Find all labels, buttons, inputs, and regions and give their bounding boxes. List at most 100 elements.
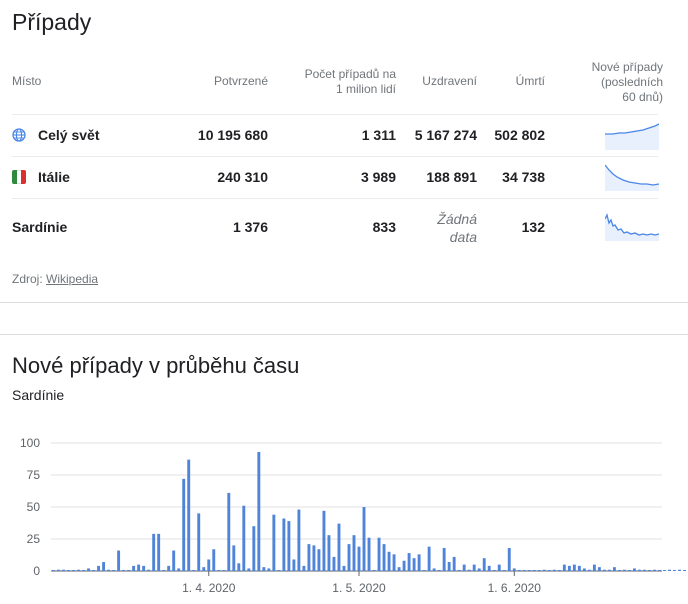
chart-bar[interactable] (57, 569, 60, 571)
chart-bar[interactable] (87, 568, 91, 571)
chart-bar[interactable] (137, 564, 141, 571)
chart-bar[interactable] (507, 547, 511, 571)
chart-bar[interactable] (512, 568, 516, 571)
chart-bar[interactable] (497, 564, 501, 571)
chart-bar[interactable] (132, 565, 136, 571)
chart-bar[interactable] (382, 544, 386, 571)
chart-bar[interactable] (247, 568, 251, 571)
chart-bar[interactable] (77, 569, 80, 571)
chart-bar[interactable] (472, 564, 476, 571)
chart-bar[interactable] (52, 570, 55, 571)
chart-bar[interactable] (617, 570, 621, 571)
chart-bar[interactable] (292, 559, 296, 571)
chart-bar[interactable] (648, 570, 651, 571)
chart-bar[interactable] (357, 546, 361, 571)
chart-bar[interactable] (362, 507, 366, 571)
chart-bar[interactable] (107, 569, 111, 571)
chart-bar[interactable] (287, 521, 291, 571)
chart-bar[interactable] (202, 567, 206, 571)
chart-bar[interactable] (627, 570, 631, 571)
row-sardinia-place[interactable]: Sardínie (12, 219, 67, 235)
chart-bar[interactable] (322, 510, 326, 571)
chart-bar[interactable] (207, 559, 211, 571)
chart-bar[interactable] (447, 562, 451, 571)
chart-bar[interactable] (117, 550, 121, 571)
chart-bar[interactable] (332, 556, 336, 571)
chart-bar[interactable] (102, 562, 106, 571)
chart-bar[interactable] (522, 570, 526, 571)
chart-bar[interactable] (532, 570, 536, 571)
chart-bar[interactable] (317, 549, 321, 571)
chart-bar[interactable] (517, 570, 521, 571)
chart-bar[interactable] (432, 568, 436, 571)
chart-bar[interactable] (167, 565, 171, 571)
chart-bar[interactable] (182, 478, 186, 571)
chart-bar[interactable] (587, 569, 591, 571)
chart-bar[interactable] (477, 568, 481, 571)
chart-bar[interactable] (633, 568, 636, 571)
chart-bar[interactable] (62, 569, 65, 571)
chart-bar[interactable] (527, 570, 531, 571)
chart-bar[interactable] (542, 569, 546, 571)
chart-bar[interactable] (492, 570, 496, 571)
chart-bar[interactable] (387, 551, 391, 571)
chart-bar[interactable] (327, 535, 331, 571)
chart-bar[interactable] (462, 564, 466, 571)
chart-bar[interactable] (212, 549, 216, 571)
chart-bar[interactable] (457, 570, 461, 571)
chart-bar[interactable] (232, 545, 236, 571)
chart-bar[interactable] (502, 570, 506, 571)
chart-bar[interactable] (582, 568, 586, 571)
chart-bar[interactable] (187, 459, 191, 571)
chart-bar[interactable] (172, 550, 176, 571)
chart-bar[interactable] (452, 556, 456, 571)
chart-bar[interactable] (467, 569, 471, 571)
chart-bar[interactable] (547, 570, 551, 571)
chart-bar[interactable] (127, 570, 131, 571)
chart-bar[interactable] (262, 567, 266, 571)
chart-bar[interactable] (217, 570, 221, 571)
chart-bar[interactable] (437, 570, 441, 571)
chart-bar[interactable] (157, 533, 161, 571)
chart-bar[interactable] (673, 570, 676, 571)
chart-bar[interactable] (112, 570, 116, 571)
chart-bar[interactable] (222, 570, 226, 571)
chart-bar[interactable] (92, 570, 96, 571)
chart-bar[interactable] (67, 570, 70, 571)
chart-bar[interactable] (567, 565, 571, 571)
chart-bar[interactable] (242, 505, 246, 571)
chart-bar[interactable] (162, 570, 166, 571)
chart-bar[interactable] (257, 451, 261, 571)
chart-bar[interactable] (487, 565, 491, 571)
chart-bar[interactable] (122, 570, 126, 571)
chart-bar[interactable] (552, 569, 556, 571)
chart-bar[interactable] (397, 567, 401, 571)
chart-bar[interactable] (72, 570, 75, 571)
chart-bar[interactable] (197, 513, 201, 571)
row-world-place[interactable]: Celý svět (12, 127, 99, 143)
chart-bar[interactable] (142, 565, 146, 571)
chart-bar[interactable] (272, 514, 276, 571)
chart-bar[interactable] (347, 544, 351, 571)
chart-bar[interactable] (592, 564, 596, 571)
row-italy-place[interactable]: Itálie (12, 169, 70, 185)
chart-bar[interactable] (663, 570, 666, 571)
chart-bar[interactable] (643, 569, 646, 571)
chart-bar[interactable] (147, 569, 151, 571)
chart-bar[interactable] (442, 547, 446, 571)
chart-bar[interactable] (537, 570, 541, 571)
chart-bar[interactable] (337, 523, 341, 571)
chart-bar[interactable] (607, 569, 611, 571)
chart-bar[interactable] (653, 569, 656, 571)
chart-bar[interactable] (658, 570, 661, 571)
chart-bar[interactable] (602, 569, 606, 571)
chart-bar[interactable] (562, 564, 566, 571)
chart-bar[interactable] (97, 565, 101, 571)
chart-bar[interactable] (267, 568, 271, 571)
chart-bar[interactable] (612, 567, 616, 571)
chart-bar[interactable] (638, 569, 641, 571)
source-link[interactable]: Wikipedia (46, 272, 99, 286)
chart-bar[interactable] (312, 545, 316, 571)
chart-bar[interactable] (597, 567, 601, 571)
chart-bar[interactable] (377, 537, 381, 571)
